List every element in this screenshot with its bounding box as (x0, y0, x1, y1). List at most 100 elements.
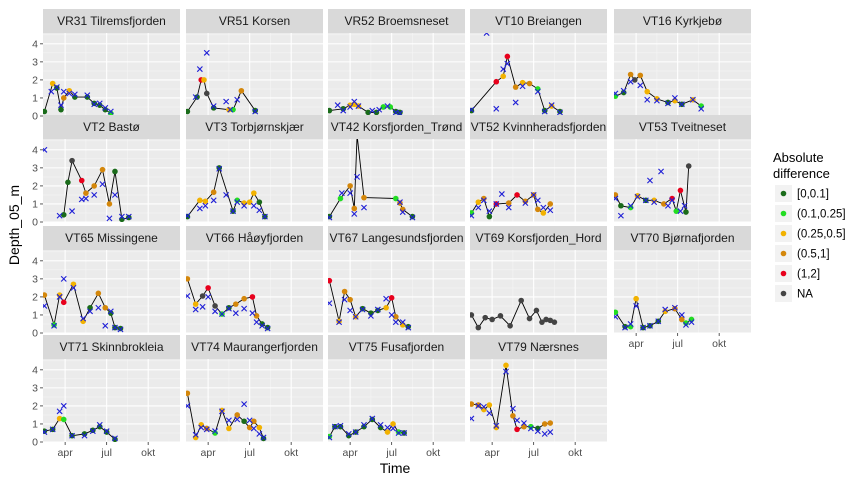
data-point (328, 107, 333, 114)
cross-marker (250, 425, 257, 432)
data-point (210, 189, 217, 196)
cross-marker (186, 402, 191, 409)
cross-marker (498, 191, 505, 198)
cross-stroke (102, 322, 109, 329)
cross-stroke (347, 103, 354, 110)
cross-stroke (634, 193, 641, 200)
data-point (226, 106, 232, 113)
cross-stroke (486, 410, 493, 417)
cross-marker (111, 191, 118, 198)
cross-stroke (336, 319, 343, 326)
cross-marker (210, 197, 217, 204)
cross-stroke (252, 108, 259, 115)
data-point (397, 109, 403, 116)
x-tick-label: apr (58, 447, 74, 459)
legend-item: (0.1,0.25] (775, 205, 846, 222)
cross-marker (203, 426, 210, 433)
data-point (81, 431, 88, 437)
cross-stroke (493, 200, 500, 207)
cross-stroke (642, 197, 649, 204)
y-tick-label: 0 (32, 111, 38, 123)
panel-background (328, 139, 465, 222)
data-point (194, 94, 200, 100)
cross-stroke (106, 215, 113, 222)
cross-marker (627, 202, 634, 209)
cross-marker (260, 434, 267, 441)
cross-marker (338, 190, 345, 197)
cross-marker (395, 429, 402, 436)
data-point (259, 321, 265, 327)
cross-marker (547, 429, 554, 436)
cross-marker (405, 324, 412, 331)
y-tick-label: 4 (32, 364, 38, 376)
cross-stroke (48, 88, 55, 95)
cross-stroke (671, 304, 678, 311)
data-point (249, 294, 256, 300)
data-point (475, 324, 482, 331)
panel-data (328, 98, 403, 116)
cross-marker (80, 315, 87, 322)
facet-title: VT74 Maurangerfjorden (191, 340, 318, 354)
data-point (514, 192, 520, 198)
cross-marker (58, 102, 64, 109)
facet-strip (43, 335, 180, 359)
data-point (526, 80, 533, 87)
cross-marker (328, 434, 333, 441)
facet-title: VR52 Broemsneset (344, 14, 449, 28)
data-point (58, 106, 64, 113)
cross-marker (480, 403, 487, 410)
cross-stroke (60, 275, 67, 282)
cross-stroke (475, 204, 482, 211)
cross-stroke (345, 430, 352, 437)
panel-data (186, 390, 267, 442)
cross-stroke (351, 210, 358, 217)
panel-background (43, 33, 180, 116)
legend-item: [0,0.1] (775, 185, 829, 202)
data-point (470, 401, 475, 407)
panel-data (186, 276, 271, 332)
cross-marker (682, 321, 689, 328)
data-point (470, 312, 475, 318)
cross-marker (125, 213, 132, 220)
cross-marker (186, 293, 191, 299)
facet-title: VT66 Håøyfjorden (206, 231, 303, 245)
cross-marker (352, 429, 359, 436)
cross-marker (480, 197, 487, 204)
data-point (102, 304, 109, 311)
panel-background (43, 359, 180, 442)
cross-marker (212, 308, 219, 315)
cross-stroke (66, 90, 73, 97)
legend-marker (780, 210, 787, 217)
cross-stroke (399, 209, 406, 216)
legend: Absolute difference [0,0.1] (0.1,0.25] (0.… (773, 150, 846, 302)
cross-marker (192, 306, 199, 313)
cross-marker (470, 212, 475, 219)
cross-marker (118, 213, 125, 220)
cross-marker (111, 435, 118, 442)
cross-stroke (111, 435, 118, 442)
data-point (405, 323, 412, 330)
cross-marker (241, 305, 248, 312)
cross-stroke (409, 214, 416, 221)
cross-stroke (547, 429, 554, 436)
cross-stroke (470, 212, 475, 218)
cross-marker (340, 107, 347, 114)
data-point (108, 110, 114, 116)
cross-marker (345, 430, 352, 437)
cross-marker (644, 96, 651, 103)
cross-marker (56, 408, 63, 415)
panel-data (470, 191, 554, 220)
cross-stroke (493, 105, 500, 112)
data-point (672, 305, 678, 312)
cross-marker (369, 107, 376, 114)
cross-marker (527, 425, 534, 432)
y-tick-label: 1 (32, 92, 38, 104)
facet-strip (186, 335, 323, 359)
cross-marker (69, 432, 76, 439)
cross-stroke (534, 88, 541, 95)
cross-stroke (352, 429, 359, 436)
panel-data (470, 362, 554, 437)
cross-marker (627, 320, 634, 327)
cross-stroke (328, 300, 333, 306)
cross-marker (117, 326, 124, 333)
